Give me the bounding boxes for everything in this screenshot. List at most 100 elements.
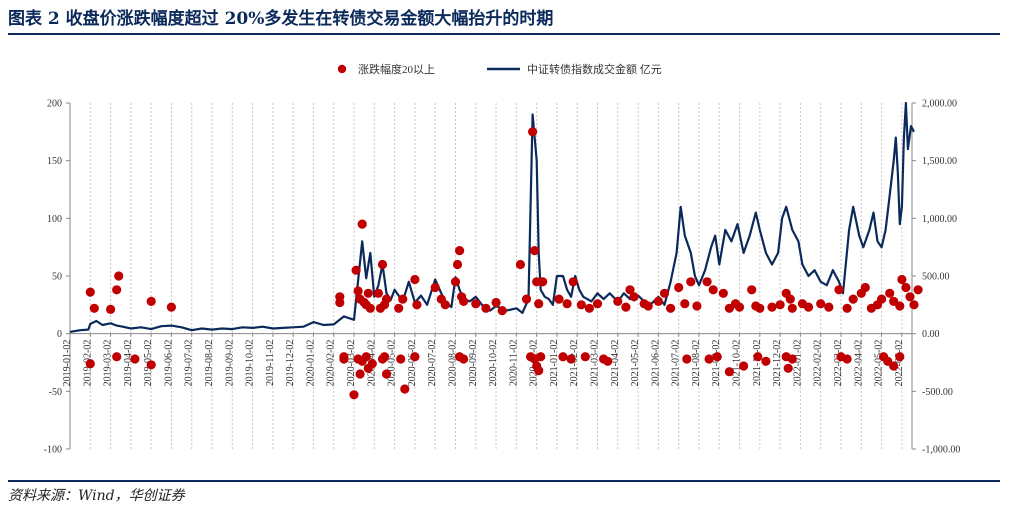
- scatter-point: [718, 288, 728, 298]
- scatter-point: [704, 354, 714, 364]
- scatter-point: [613, 296, 623, 306]
- right-tick-label: 500.00: [922, 272, 950, 283]
- chart: -100 -50 0 50 100 150 200 -1,000.00 -500.00 0.00 5…: [44, 62, 961, 456]
- scatter-point: [515, 259, 526, 270]
- x-tick-label: 2021-03-02: [590, 340, 601, 387]
- x-tick-label: 2020-09-02: [468, 340, 479, 387]
- scatter-point: [603, 356, 613, 366]
- left-tick-label: 100: [47, 214, 62, 225]
- scatter-point: [412, 300, 422, 310]
- scatter-point: [455, 246, 465, 256]
- scatter-point: [106, 304, 116, 314]
- chart-grid: [69, 103, 903, 449]
- right-tick-label: -500.00: [922, 387, 953, 398]
- scatter-point: [686, 277, 696, 287]
- page-title: 图表 2 收盘价涨跌幅度超过 20%多发生在转债交易金额大幅抬升的时期: [8, 9, 554, 29]
- scatter-point: [592, 299, 603, 309]
- right-tick-label: 1,500.00: [922, 156, 957, 167]
- scatter-point: [396, 354, 406, 364]
- scatter-point: [365, 303, 375, 313]
- scatter-point: [889, 361, 899, 371]
- x-tick-label: 2021-06-02: [650, 340, 661, 387]
- x-tick-label: 2020-01-02: [305, 340, 316, 387]
- scatter-point: [538, 277, 548, 287]
- left-tick-label: -50: [49, 387, 62, 398]
- scatter-point: [680, 299, 690, 309]
- x-tick-label: 2020-05-02: [387, 340, 398, 387]
- x-tick-label: 2020-10-02: [488, 340, 499, 387]
- x-tick-label: 2021-12-02: [772, 340, 783, 387]
- scatter-point: [566, 354, 576, 364]
- scatter-point: [357, 219, 367, 229]
- x-tick-label: 2021-04-02: [610, 340, 621, 387]
- legend-marker-scatter: [337, 64, 347, 74]
- scatter-point: [666, 303, 676, 313]
- scatter-point: [629, 292, 639, 302]
- scatter-point: [450, 277, 461, 287]
- scatter-point: [146, 296, 156, 306]
- scatter-point: [803, 302, 814, 312]
- x-tick-label: 2021-02-02: [569, 340, 580, 387]
- scatter-point: [398, 294, 408, 304]
- x-tick-label: 2022-02-02: [813, 340, 824, 387]
- footer-divider: [8, 480, 1000, 482]
- legend-label-line: 中证转债指数成交金额 亿元: [527, 62, 662, 76]
- left-tick-label: -100: [44, 445, 62, 456]
- scatter-point: [653, 296, 664, 306]
- scatter-point: [85, 287, 95, 297]
- right-tick-label: 0.00: [922, 329, 940, 340]
- x-tick-label: 2019-08-02: [204, 340, 215, 387]
- x-tick-label: 2022-04-02: [853, 340, 864, 387]
- x-tick-label: 2019-10-02: [245, 340, 256, 387]
- scatter-point: [400, 384, 410, 394]
- scatter-point: [895, 352, 905, 362]
- x-tick-label: 2020-02-02: [326, 340, 337, 387]
- x-tick-label: 2022-03-02: [833, 340, 844, 387]
- x-tick-label: 2019-01-02: [62, 340, 73, 387]
- scatter-point: [787, 303, 797, 313]
- scatter-point: [497, 306, 507, 316]
- x-tick-label: 2022-06-02: [894, 340, 905, 387]
- scatter-point: [367, 359, 377, 369]
- x-tick-label: 2020-08-02: [447, 340, 458, 387]
- scatter-point: [787, 354, 797, 364]
- scatter-point: [349, 390, 359, 400]
- scatter-point: [363, 288, 373, 298]
- scatter-point: [459, 354, 469, 364]
- scatter-point: [909, 300, 919, 310]
- scatter-point: [576, 300, 586, 310]
- scatter-point: [394, 303, 404, 313]
- scatter-point: [89, 303, 99, 313]
- scatter-layer: [85, 127, 923, 400]
- scatter-point: [554, 294, 564, 304]
- scatter-point: [377, 259, 388, 270]
- scatter-point: [166, 302, 176, 312]
- left-tick-label: 0: [57, 329, 62, 340]
- scatter-point: [901, 282, 911, 293]
- x-tick-label: 2020-03-02: [346, 340, 357, 387]
- scatter-point: [373, 288, 383, 298]
- scatter-point: [692, 301, 702, 311]
- scatter-point: [739, 361, 749, 371]
- right-tick-label: 1,000.00: [922, 214, 957, 225]
- left-tick-label: 150: [47, 156, 62, 167]
- scatter-point: [775, 300, 785, 310]
- x-tick-label: 2019-06-02: [163, 340, 174, 387]
- volume-line-layer: [69, 101, 915, 333]
- scatter-point: [351, 265, 361, 275]
- x-tick-label: 2019-11-02: [265, 340, 276, 386]
- x-tick-label: 2019-12-02: [285, 340, 296, 387]
- x-tick-label: 2021-01-02: [549, 340, 560, 387]
- scatter-point: [816, 299, 826, 309]
- scatter-point: [530, 246, 540, 256]
- scatter-point: [375, 303, 385, 313]
- scatter-point: [674, 282, 684, 293]
- scatter-point: [440, 300, 450, 310]
- scatter-point: [481, 303, 491, 313]
- scatter-point: [834, 285, 844, 295]
- scatter-point: [568, 277, 578, 287]
- scatter-point: [536, 352, 546, 362]
- scatter-point: [621, 302, 631, 312]
- scatter-point: [824, 302, 834, 312]
- chart-axes: -100 -50 0 50 100 150 200 -1,000.00 -500.00 0.00 5…: [44, 99, 961, 456]
